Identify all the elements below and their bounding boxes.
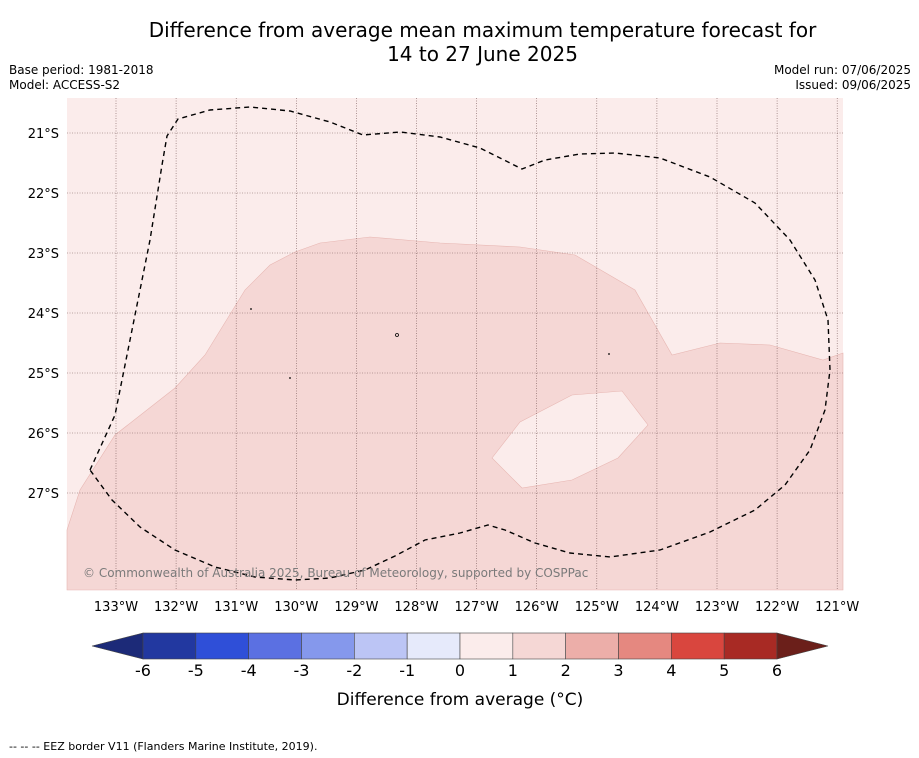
island-marks <box>250 308 610 379</box>
latitude-label: 24°S <box>28 307 59 322</box>
island-mark <box>608 353 610 355</box>
longitude-label: 126°W <box>515 600 559 615</box>
colorbar-high-extension <box>776 632 829 660</box>
meta-left: Base period: 1981-2018 Model: ACCESS-S2 <box>9 63 154 93</box>
eez-legend-note: -- -- -- EEZ border V11 (Flanders Marine… <box>9 740 318 753</box>
latitude-label: 22°S <box>28 187 59 202</box>
longitude-label: 122°W <box>755 600 799 615</box>
longitude-label: 121°W <box>815 600 859 615</box>
colorbar-tick-label: 4 <box>666 661 676 680</box>
map-title: Difference from average mean maximum tem… <box>60 18 905 66</box>
longitude-label: 123°W <box>695 600 739 615</box>
eez-border-line <box>89 106 831 581</box>
latitude-label: 26°S <box>28 427 59 442</box>
colorbar-tick-label: 1 <box>508 661 518 680</box>
latitude-label: 25°S <box>28 367 59 382</box>
colorbar-tick-label: -6 <box>135 661 151 680</box>
copyright-text: © Commonwealth of Australia 2025, Bureau… <box>83 566 588 580</box>
longitude-label: 124°W <box>635 600 679 615</box>
longitude-label: 125°W <box>575 600 619 615</box>
colorbar-segment <box>459 632 514 660</box>
longitude-label: 133°W <box>94 600 138 615</box>
island-mark <box>250 308 252 310</box>
title-line-2: 14 to 27 June 2025 <box>387 42 578 66</box>
longitude-labels: 133°W 132°W 131°W 130°W 129°W 128°W 127°W 126°W… <box>94 600 860 615</box>
colorbar-segment <box>671 632 725 660</box>
colorbar-segment <box>248 632 302 660</box>
colorbar-segment <box>354 632 408 660</box>
model-run: Model run: 07/06/2025 <box>773 63 911 77</box>
colorbar-tick-label: 5 <box>719 661 729 680</box>
colorbar-tick-label: -4 <box>241 661 257 680</box>
colorbar-segment <box>406 632 461 660</box>
map-area: © Commonwealth of Australia 2025, Bureau… <box>66 98 844 591</box>
colorbar-tick-label: -2 <box>346 661 362 680</box>
island-mark <box>289 377 291 379</box>
colorbar-tick-label: 3 <box>613 661 623 680</box>
anomaly-0-1-patch <box>491 390 649 489</box>
latitude-labels: 21°S 22°S 23°S 24°S 25°S 26°S 27°S <box>28 127 59 502</box>
longitude-label: 128°W <box>394 600 438 615</box>
colorbar-low-extension <box>91 632 144 660</box>
latitude-label: 23°S <box>28 247 59 262</box>
colorbar-tick-label: 2 <box>561 661 571 680</box>
latitude-label: 27°S <box>28 487 59 502</box>
colorbar-ticks: -6 -5 -4 -3 -2 -1 0 1 2 3 4 5 6 <box>135 661 782 680</box>
colorbar-label: Difference from average (°C) <box>337 690 584 710</box>
colorbar-segment <box>195 632 249 660</box>
longitude-label: 129°W <box>334 600 378 615</box>
colorbar-segment <box>618 632 672 660</box>
colorbar-segment <box>723 632 778 660</box>
title-line-1: Difference from average mean maximum tem… <box>148 18 817 42</box>
colorbar-tick-label: 0 <box>455 661 465 680</box>
longitude-label: 131°W <box>214 600 258 615</box>
latitude-gridlines <box>67 132 843 494</box>
colorbar-segment <box>142 632 197 660</box>
colorbar: -6 -5 -4 -3 -2 -1 0 1 2 3 4 5 6 Difference from aver… <box>91 632 829 710</box>
latitude-label: 21°S <box>28 127 59 142</box>
colorbar-tick-label: -3 <box>294 661 310 680</box>
colorbar-segment <box>512 632 566 660</box>
colorbar-segment <box>565 632 619 660</box>
base-period: Base period: 1981-2018 <box>9 63 154 77</box>
model-name: Model: ACCESS-S2 <box>9 78 121 92</box>
longitude-label: 127°W <box>455 600 499 615</box>
meta-right: Model run: 07/06/2025 Issued: 09/06/2025 <box>774 63 911 93</box>
colorbar-tick-label: 6 <box>772 661 782 680</box>
colorbar-tick-label: -1 <box>399 661 415 680</box>
anomaly-1-2-region <box>66 236 844 591</box>
longitude-label: 132°W <box>154 600 198 615</box>
colorbar-segments <box>142 632 778 660</box>
colorbar-segment <box>301 632 355 660</box>
longitude-gridlines <box>115 98 838 590</box>
longitude-label: 130°W <box>274 600 318 615</box>
island-mark <box>395 333 399 337</box>
colorbar-tick-label: -5 <box>188 661 204 680</box>
issued-date: Issued: 09/06/2025 <box>795 78 911 92</box>
